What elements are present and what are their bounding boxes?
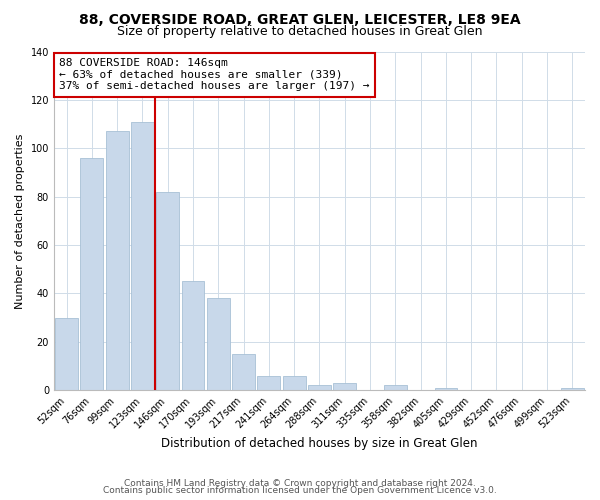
- Bar: [131, 122, 154, 390]
- Text: 88, COVERSIDE ROAD, GREAT GLEN, LEICESTER, LE8 9EA: 88, COVERSIDE ROAD, GREAT GLEN, LEICESTE…: [79, 12, 521, 26]
- X-axis label: Distribution of detached houses by size in Great Glen: Distribution of detached houses by size …: [161, 437, 478, 450]
- Bar: [80, 158, 103, 390]
- Y-axis label: Number of detached properties: Number of detached properties: [15, 133, 25, 308]
- Bar: [434, 388, 457, 390]
- Bar: [207, 298, 230, 390]
- Bar: [561, 388, 584, 390]
- Text: Contains HM Land Registry data © Crown copyright and database right 2024.: Contains HM Land Registry data © Crown c…: [124, 478, 476, 488]
- Bar: [334, 383, 356, 390]
- Bar: [232, 354, 255, 391]
- Bar: [283, 376, 305, 390]
- Bar: [257, 376, 280, 390]
- Bar: [182, 282, 205, 391]
- Bar: [384, 386, 407, 390]
- Text: Size of property relative to detached houses in Great Glen: Size of property relative to detached ho…: [117, 25, 483, 38]
- Text: 88 COVERSIDE ROAD: 146sqm
← 63% of detached houses are smaller (339)
37% of semi: 88 COVERSIDE ROAD: 146sqm ← 63% of detac…: [59, 58, 370, 92]
- Bar: [308, 386, 331, 390]
- Bar: [157, 192, 179, 390]
- Text: Contains public sector information licensed under the Open Government Licence v3: Contains public sector information licen…: [103, 486, 497, 495]
- Bar: [106, 132, 128, 390]
- Bar: [55, 318, 78, 390]
